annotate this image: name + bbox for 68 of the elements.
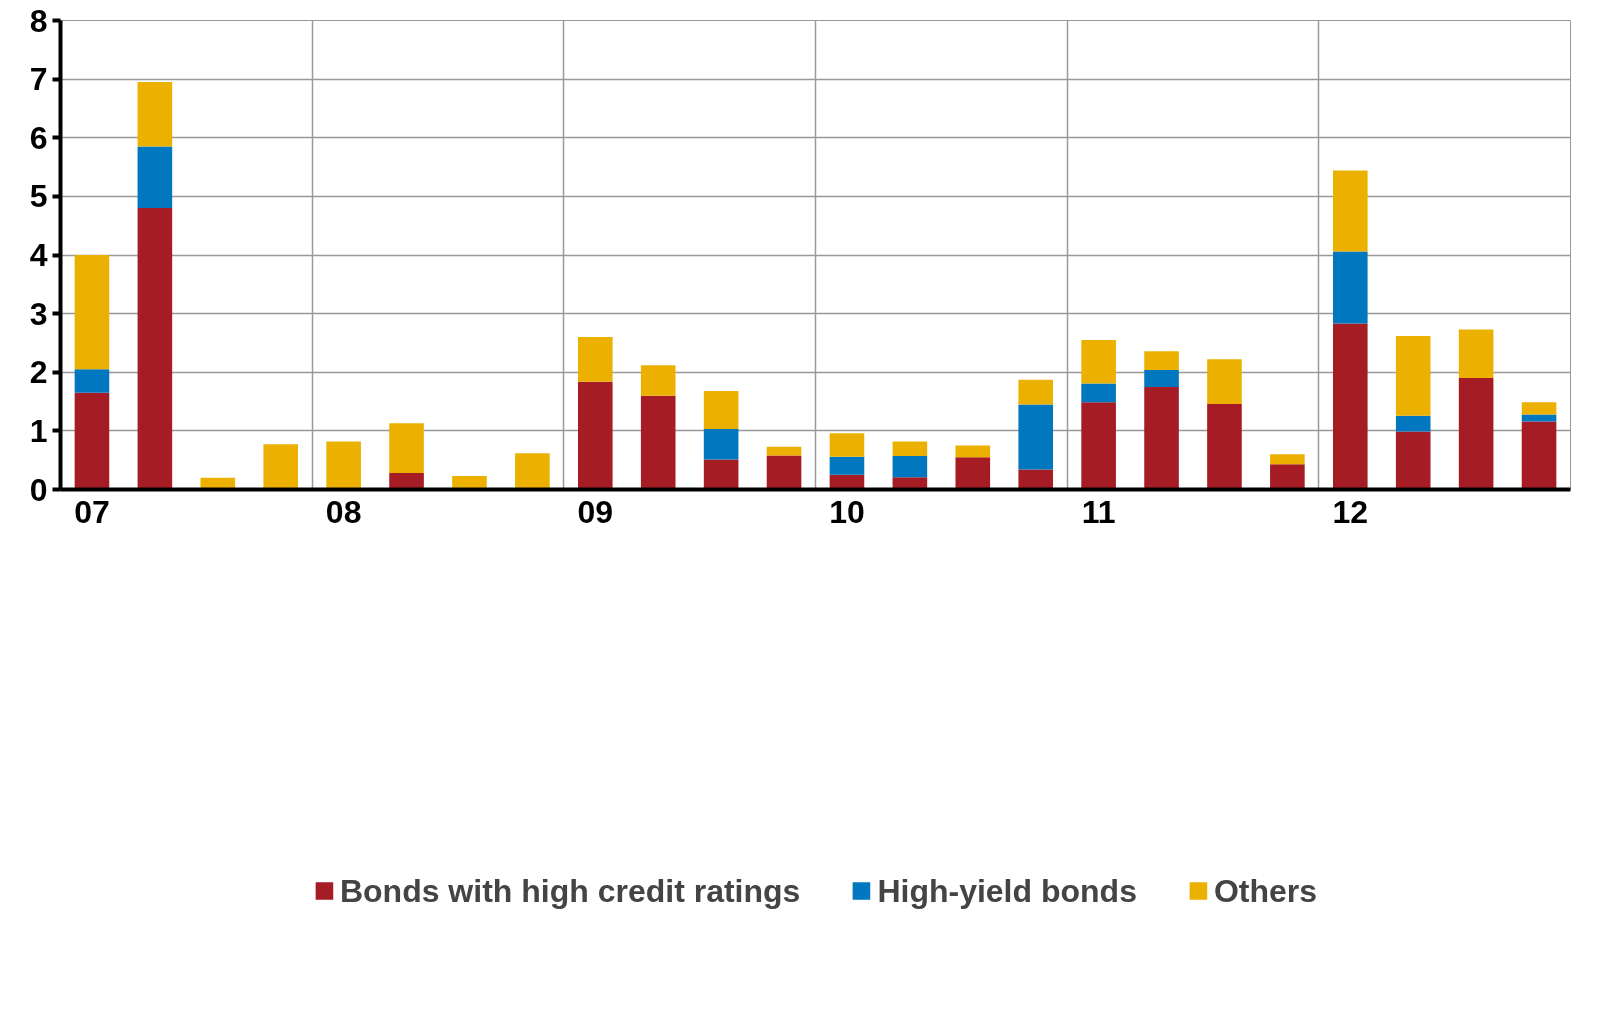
bar: [703, 429, 739, 460]
bar: [829, 433, 865, 457]
bar: [452, 476, 487, 490]
bar: [1458, 329, 1494, 379]
bar: [577, 381, 613, 490]
bar: [1458, 378, 1494, 490]
bar: [1332, 323, 1368, 490]
bar: [1018, 379, 1054, 405]
y-tick-label: 4: [29, 237, 48, 273]
bar: [1521, 421, 1557, 490]
bar: [1332, 170, 1368, 252]
x-tick-label: 12: [1332, 493, 1369, 530]
bar: [1144, 386, 1179, 490]
bar: [137, 208, 173, 490]
y-tick-label: 0: [29, 471, 48, 508]
bar: [955, 457, 991, 490]
y-tick-label: 8: [29, 2, 48, 39]
bar: [1332, 251, 1368, 324]
legend-label: High-yield bonds: [877, 872, 1137, 910]
bar: [1521, 402, 1557, 415]
x-tick-label: 09: [577, 493, 614, 530]
bar: [263, 444, 299, 490]
bar: [892, 456, 928, 478]
bar: [1207, 359, 1242, 404]
bar: [640, 365, 676, 396]
y-tick-label: 5: [29, 178, 48, 215]
bar: [1270, 454, 1305, 465]
bar: [1018, 469, 1054, 490]
x-tick-label: 10: [829, 493, 865, 530]
bar: [1081, 383, 1116, 403]
bar: [703, 391, 739, 430]
bar: [137, 82, 173, 147]
bar: [577, 337, 613, 382]
x-tick-label: 08: [325, 493, 362, 530]
bar: [389, 473, 424, 490]
bar: [1144, 351, 1179, 370]
legend-label: Others: [1213, 872, 1318, 910]
bar: [1395, 335, 1431, 416]
bar: [137, 146, 173, 209]
x-tick-label: 07: [74, 493, 110, 530]
y-tick-label: 2: [29, 354, 48, 391]
bar: [1018, 404, 1054, 470]
bar: [515, 453, 550, 490]
bar: [74, 255, 110, 370]
y-tick-label: 3: [29, 295, 48, 332]
y-tick-label: 6: [29, 119, 48, 156]
bar: [1521, 414, 1557, 422]
bar: [640, 395, 676, 490]
bar: [1144, 369, 1179, 387]
bar: [74, 392, 110, 490]
bar: [766, 455, 802, 490]
bar: [1081, 340, 1116, 384]
bar: [1207, 403, 1242, 490]
legend-label: Bonds with high credit ratings: [339, 872, 801, 910]
bar: [389, 423, 424, 474]
bar: [955, 445, 991, 458]
bar: [1081, 402, 1116, 490]
bar: [1270, 464, 1305, 490]
y-tick-label: 1: [29, 412, 48, 449]
bar: [703, 459, 739, 490]
bar: [892, 441, 928, 457]
y-tick-label: 7: [29, 61, 48, 98]
bar: [326, 441, 361, 490]
bar: [1395, 415, 1431, 432]
bar: [829, 456, 865, 475]
bar: [74, 369, 110, 393]
x-tick-label: 11: [1081, 493, 1116, 530]
bar: [1395, 431, 1431, 490]
